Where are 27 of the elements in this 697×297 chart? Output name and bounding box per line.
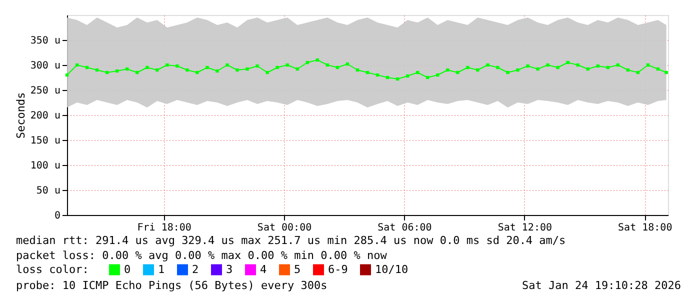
legend-label: 2 <box>192 262 199 276</box>
legend-title: loss color: <box>16 263 89 276</box>
y-tick-label: 250 u <box>30 86 60 96</box>
text: packet loss: 0.00 % avg 0.00 % max 0.00 % min 0.00 % now <box>16 249 388 262</box>
text: probe: 10 ICMP Echo Pings (56 Bytes) every 300s <box>16 279 328 292</box>
x-tick-label: Fri 18:00 <box>137 222 192 234</box>
x-tick-label: Sat 06:00 <box>378 222 432 234</box>
x-tick-label: Sat 18:00 <box>618 222 672 234</box>
legend-label: 6-9 <box>328 262 348 276</box>
y-tick-label: 50 u <box>36 186 60 196</box>
x-tick-label: Sat 00:00 <box>257 222 312 234</box>
y-tick-label: 0 <box>54 210 60 222</box>
text: Sat Jan 24 19:10:28 2026 <box>522 279 681 292</box>
legend-label: 4 <box>260 262 267 276</box>
y-tick-label: 100 u <box>30 160 60 172</box>
y-tick-label: 200 u <box>30 110 60 122</box>
y-tick-label: 150 u <box>30 136 60 146</box>
y-tick-label: 350 u <box>30 36 60 46</box>
y-axis-title: Seconds <box>14 92 28 139</box>
legend-label: 0 <box>124 262 131 276</box>
legend-label: 1 <box>158 262 165 276</box>
y-tick-label: 300 u <box>30 60 60 72</box>
legend-label: 10/10 <box>375 262 408 276</box>
legend-label: 5 <box>294 262 301 276</box>
x-tick-label: Sat 12:00 <box>498 222 552 234</box>
text: median rtt: 291.4 us avg 329.4 us max 251.7 us min 285.4 us now 0.0 ms sd 20.4 am/s <box>16 234 566 247</box>
legend-label: 3 <box>226 262 233 276</box>
